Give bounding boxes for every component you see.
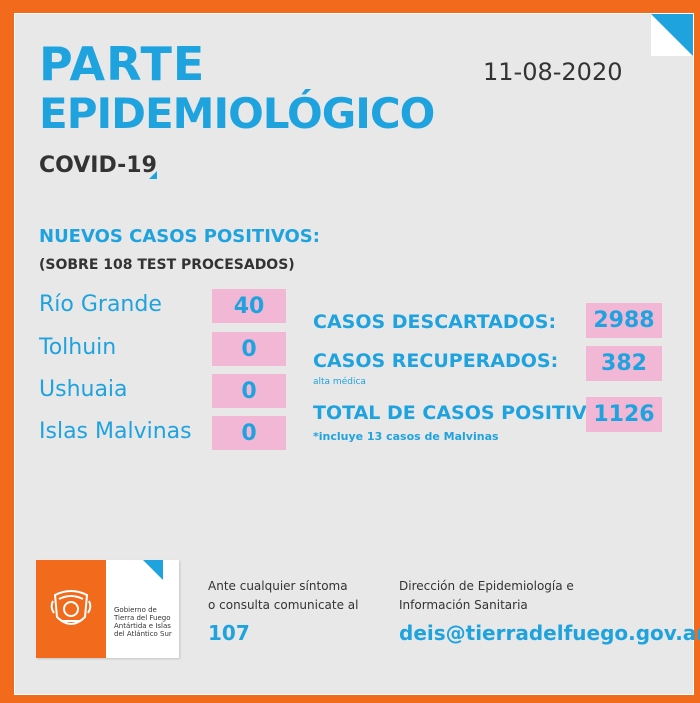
logo-text-line: del Atlántico Sur bbox=[114, 630, 172, 638]
email-link[interactable]: deis@tierradelfuego.gov.ar bbox=[399, 621, 700, 645]
new-cases-heading: NUEVOS CASOS POSITIVOS: bbox=[39, 226, 320, 247]
recovered-note: alta médica bbox=[313, 377, 366, 387]
total-note: *incluye 13 casos de Malvinas bbox=[313, 430, 499, 443]
location-value: 0 bbox=[212, 332, 286, 366]
discarded-value: 2988 bbox=[586, 303, 662, 338]
recovered-value: 382 bbox=[586, 346, 662, 381]
location-value: 0 bbox=[212, 416, 286, 450]
report-card: PARTE EPIDEMIOLÓGICO COVID-19 11-08-2020… bbox=[14, 13, 700, 695]
org-line-2: Información Sanitaria bbox=[399, 598, 528, 612]
location-name: Ushuaia bbox=[39, 377, 128, 402]
logo-fold-icon bbox=[143, 560, 163, 580]
discarded-label: CASOS DESCARTADOS: bbox=[313, 311, 557, 333]
report-date: 11-08-2020 bbox=[483, 58, 623, 86]
phone-number[interactable]: 107 bbox=[208, 621, 250, 645]
total-label: TOTAL DE CASOS POSITIVOS bbox=[313, 402, 617, 424]
contact-line-2: o consulta comunicate al bbox=[208, 598, 359, 612]
corner-fold-icon bbox=[651, 14, 693, 56]
title-line-2: EPIDEMIOLÓGICO bbox=[39, 89, 435, 138]
new-cases-subheading: (SOBRE 108 TEST PROCESADOS) bbox=[39, 257, 295, 273]
title-line-1: PARTE bbox=[39, 37, 206, 91]
recovered-label: CASOS RECUPERADOS: bbox=[313, 350, 559, 372]
government-logo: Gobierno de Tierra del Fuego Antártida e… bbox=[36, 560, 179, 658]
subtitle: COVID-19 bbox=[39, 153, 157, 178]
location-name: Islas Malvinas bbox=[39, 419, 192, 444]
logo-text-line: Antártida e Islas bbox=[114, 622, 171, 630]
logo-text: Gobierno de Tierra del Fuego Antártida e… bbox=[114, 606, 178, 638]
total-value: 1126 bbox=[586, 397, 662, 432]
contact-line-1: Ante cualquier síntoma bbox=[208, 579, 348, 593]
coat-of-arms-icon bbox=[50, 590, 92, 625]
org-line-1: Dirección de Epidemiología e bbox=[399, 579, 574, 593]
location-value: 0 bbox=[212, 374, 286, 408]
logo-text-line: Tierra del Fuego bbox=[114, 614, 171, 622]
location-value: 40 bbox=[212, 289, 286, 323]
triangle-accent-icon bbox=[149, 171, 157, 179]
location-name: Tolhuin bbox=[39, 335, 117, 360]
logo-text-line: Gobierno de bbox=[114, 606, 157, 614]
location-name: Río Grande bbox=[39, 292, 162, 317]
logo-emblem bbox=[36, 560, 106, 658]
